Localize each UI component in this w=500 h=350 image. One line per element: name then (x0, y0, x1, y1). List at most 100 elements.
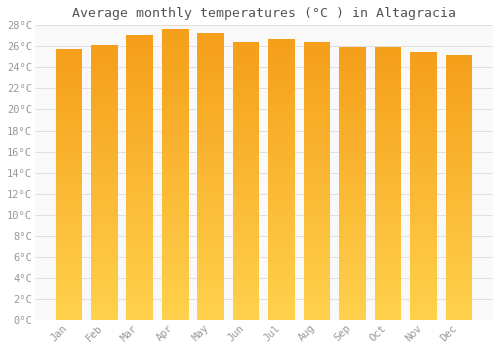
Bar (233, 281, 260, 282)
Bar (233, 89, 260, 91)
Bar (162, 114, 188, 115)
Bar (56, 171, 82, 173)
Bar (162, 301, 188, 302)
Bar (268, 303, 295, 304)
Bar (304, 245, 330, 246)
Bar (446, 133, 472, 134)
Bar (268, 304, 295, 306)
Bar (91, 312, 118, 313)
Bar (304, 217, 330, 218)
Bar (446, 157, 472, 158)
Bar (268, 241, 295, 243)
Bar (446, 187, 472, 189)
Bar (56, 106, 82, 108)
Bar (410, 307, 437, 308)
Bar (410, 156, 437, 158)
Bar (233, 153, 260, 155)
Bar (304, 202, 330, 203)
Bar (56, 293, 82, 294)
Bar (268, 159, 295, 160)
Bar (91, 225, 118, 226)
Bar (126, 127, 153, 129)
Bar (91, 107, 118, 108)
Bar (56, 250, 82, 251)
Bar (56, 116, 82, 117)
Bar (374, 76, 402, 77)
Bar (446, 247, 472, 248)
Bar (374, 241, 402, 242)
Bar (339, 99, 366, 100)
Bar (304, 132, 330, 134)
Bar (374, 71, 402, 72)
Bar (268, 125, 295, 126)
Bar (304, 275, 330, 277)
Bar (446, 251, 472, 252)
Bar (410, 123, 437, 124)
Bar (268, 70, 295, 71)
Bar (162, 192, 188, 194)
Bar (304, 112, 330, 113)
Bar (446, 301, 472, 303)
Bar (198, 201, 224, 202)
Bar (374, 317, 402, 318)
Bar (198, 61, 224, 63)
Bar (339, 71, 366, 72)
Bar (198, 168, 224, 169)
Bar (374, 297, 402, 298)
Bar (198, 271, 224, 273)
Bar (198, 209, 224, 211)
Bar (162, 271, 188, 272)
Bar (162, 38, 188, 40)
Bar (374, 210, 402, 211)
Bar (339, 275, 366, 276)
Bar (374, 68, 402, 69)
Bar (374, 147, 402, 148)
Bar (126, 244, 153, 246)
Bar (126, 37, 153, 39)
Bar (446, 64, 472, 65)
Bar (410, 57, 437, 58)
Bar (198, 44, 224, 46)
Bar (339, 278, 366, 279)
Bar (339, 175, 366, 177)
Bar (233, 189, 260, 191)
Bar (268, 250, 295, 251)
Bar (91, 62, 118, 63)
Bar (304, 252, 330, 253)
Bar (374, 140, 402, 141)
Bar (446, 261, 472, 263)
Bar (304, 296, 330, 298)
Bar (268, 224, 295, 226)
Bar (233, 249, 260, 251)
Bar (56, 139, 82, 140)
Bar (198, 218, 224, 219)
Bar (304, 248, 330, 249)
Bar (304, 302, 330, 303)
Bar (126, 177, 153, 179)
Bar (162, 93, 188, 95)
Bar (339, 136, 366, 137)
Bar (91, 205, 118, 206)
Bar (233, 251, 260, 252)
Bar (304, 99, 330, 100)
Bar (56, 97, 82, 98)
Bar (268, 160, 295, 161)
Bar (374, 118, 402, 120)
Bar (446, 311, 472, 312)
Bar (304, 316, 330, 317)
Bar (233, 162, 260, 163)
Bar (198, 252, 224, 254)
Bar (91, 286, 118, 287)
Bar (126, 164, 153, 166)
Bar (446, 288, 472, 289)
Bar (198, 196, 224, 198)
Bar (339, 253, 366, 254)
Bar (56, 308, 82, 309)
Bar (410, 207, 437, 209)
Bar (374, 92, 402, 94)
Bar (268, 230, 295, 231)
Bar (268, 46, 295, 47)
Bar (91, 310, 118, 312)
Bar (91, 276, 118, 277)
Bar (268, 254, 295, 255)
